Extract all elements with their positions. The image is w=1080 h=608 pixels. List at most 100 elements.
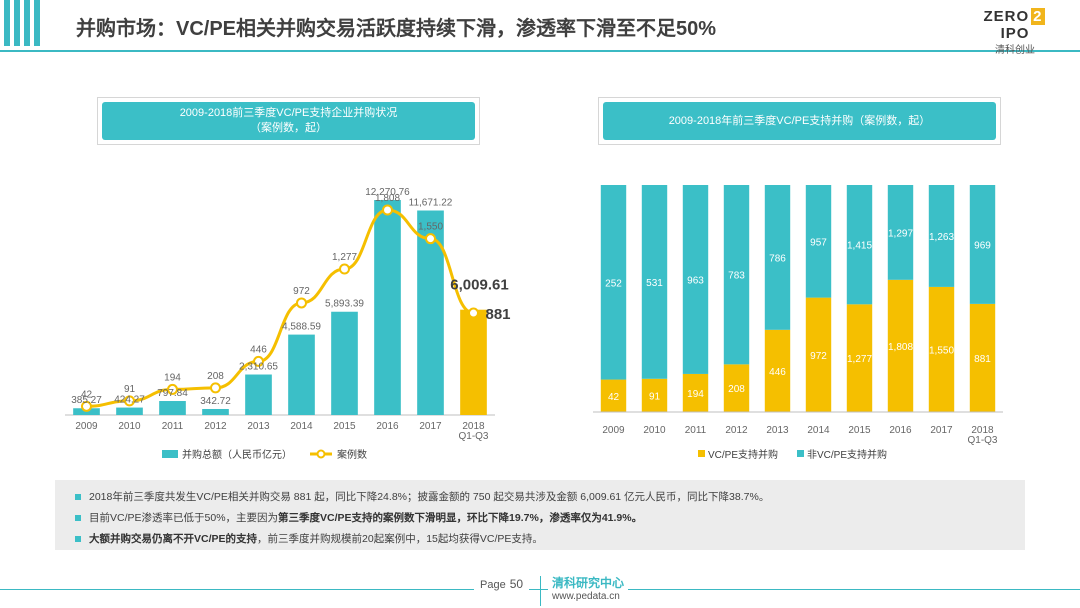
left-bar bbox=[331, 311, 358, 415]
org-url: www.pedata.cn bbox=[552, 591, 620, 602]
right-bar-non-vcpe bbox=[928, 185, 955, 287]
left-tick-label: 2012 bbox=[204, 421, 227, 432]
right-tick-label: 2013 bbox=[766, 425, 789, 436]
logo-text-left: ZERO bbox=[983, 8, 1030, 25]
left-bar-label: 6,009.61 bbox=[450, 277, 508, 294]
left-line-point bbox=[124, 395, 135, 407]
left-line-label: 972 bbox=[293, 286, 310, 297]
left-bar-label: 797.84 bbox=[157, 388, 188, 399]
right-bar-non-vcpe-label: 531 bbox=[646, 278, 663, 289]
left-legend-bar-swatch bbox=[162, 450, 178, 458]
right-bar-non-vcpe bbox=[846, 185, 873, 305]
right-bar-non-vcpe-label: 969 bbox=[974, 240, 991, 251]
left-bar bbox=[460, 309, 487, 415]
left-line-point bbox=[253, 355, 264, 367]
header-accent-bars bbox=[0, 0, 46, 46]
left-line-label: 194 bbox=[164, 372, 181, 383]
left-tick-label: 2017 bbox=[419, 421, 442, 432]
left-line-label: 1,277 bbox=[332, 252, 357, 263]
right-bar-vcpe-label: 972 bbox=[810, 351, 827, 362]
left-tick-label: 2010 bbox=[118, 421, 141, 432]
left-bar bbox=[288, 334, 315, 415]
right-bar-vcpe-label: 1,550 bbox=[929, 345, 954, 356]
right-bar-non-vcpe-label: 786 bbox=[769, 253, 786, 264]
right-bar-vcpe bbox=[600, 379, 627, 412]
left-tick-label: 2009 bbox=[75, 421, 98, 432]
left-count-line bbox=[86, 208, 474, 408]
right-tick-label: 2017 bbox=[930, 425, 953, 436]
left-bar-label: 12,270.76 bbox=[365, 187, 410, 198]
left-bar-label: 424.27 bbox=[114, 395, 145, 406]
right-bar-non-vcpe bbox=[764, 185, 791, 330]
page-indicator: Page 50 bbox=[474, 577, 530, 591]
left-line-point bbox=[382, 204, 393, 216]
right-bar-non-vcpe-label: 1,263 bbox=[929, 232, 954, 243]
right-bar-non-vcpe bbox=[887, 185, 914, 280]
right-bar-vcpe bbox=[764, 329, 791, 412]
right-legend-non-vcpe-swatch bbox=[797, 450, 804, 457]
right-bar-non-vcpe-label: 1,297 bbox=[888, 228, 913, 239]
logo-text-right: IPO bbox=[1000, 25, 1030, 42]
left-line-point bbox=[468, 307, 479, 319]
left-chart-title: 2009-2018前三季度VC/PE支持企业并购状况 bbox=[179, 107, 398, 119]
left-line-label: 91 bbox=[124, 384, 136, 395]
left-line-point bbox=[339, 263, 350, 275]
right-bar-vcpe-label: 446 bbox=[769, 367, 786, 378]
right-chart-title-box: 2009-2018年前三季度VC/PE支持并购（案例数，起） bbox=[598, 97, 1001, 145]
left-tick-label: 2018 bbox=[462, 421, 485, 432]
left-tick-label: 2011 bbox=[162, 421, 184, 432]
right-tick-label: 2010 bbox=[643, 425, 666, 436]
right-bar-non-vcpe bbox=[723, 185, 750, 365]
right-bar-vcpe bbox=[887, 279, 914, 412]
notes-panel: 2018年前三季度共发生VC/PE相关并购交易 881 起，同比下降24.8%；… bbox=[55, 480, 1025, 550]
right-bar-vcpe-label: 91 bbox=[649, 391, 661, 402]
right-bar-vcpe-label: 1,808 bbox=[888, 342, 913, 353]
right-bar-non-vcpe bbox=[682, 185, 709, 374]
left-tick-label: 2014 bbox=[290, 421, 313, 432]
left-chart-subtitle: （案例数，起） bbox=[250, 122, 327, 134]
right-legend-non-vcpe-label: 非VC/PE支持并购 bbox=[807, 448, 887, 461]
logo-text-mid: 2 bbox=[1031, 8, 1045, 25]
left-tick-label: 2016 bbox=[376, 421, 399, 432]
footer-org: 清科研究中心 www.pedata.cn bbox=[548, 576, 629, 604]
right-bar-non-vcpe-label: 1,415 bbox=[847, 241, 872, 252]
left-bar bbox=[245, 374, 272, 415]
right-tick-label: 2012 bbox=[725, 425, 748, 436]
footer-separator bbox=[540, 576, 541, 606]
note-item: 大额并购交易仍离不开VC/PE的支持，前三季度并购规模前20起案例中，15起均获… bbox=[75, 529, 1005, 550]
note-item: 2018年前三季度共发生VC/PE相关并购交易 881 起，同比下降24.8%；… bbox=[75, 487, 1005, 508]
right-bar-vcpe bbox=[846, 304, 873, 412]
left-chart-title-box: 2009-2018前三季度VC/PE支持企业并购状况 （案例数，起） bbox=[97, 97, 480, 145]
right-tick-label: 2016 bbox=[889, 425, 912, 436]
left-legend-line-label: 案例数 bbox=[337, 448, 367, 461]
left-legend-line-marker bbox=[316, 449, 326, 459]
page-label: Page bbox=[480, 579, 506, 591]
right-bar-vcpe-label: 208 bbox=[728, 384, 745, 395]
right-bar-vcpe bbox=[641, 378, 668, 412]
right-bar-non-vcpe bbox=[600, 185, 627, 380]
right-tick-label: 2015 bbox=[848, 425, 871, 436]
right-bar-vcpe-label: 42 bbox=[608, 392, 620, 403]
left-tick-label: 2013 bbox=[247, 421, 270, 432]
right-bar-vcpe-label: 194 bbox=[687, 389, 704, 400]
left-line-point bbox=[296, 297, 307, 309]
left-line-point bbox=[210, 382, 221, 394]
left-bar-label: 2,310.65 bbox=[239, 362, 278, 373]
right-tick-label: Q1-Q3 bbox=[967, 435, 997, 446]
left-line-label: 208 bbox=[207, 371, 224, 382]
right-legend-vcpe-swatch bbox=[698, 450, 705, 457]
left-line-point bbox=[425, 233, 436, 245]
right-tick-label: 2009 bbox=[602, 425, 625, 436]
right-chart-title: 2009-2018年前三季度VC/PE支持并购（案例数，起） bbox=[668, 114, 931, 127]
right-tick-label: 2018 bbox=[971, 425, 994, 436]
left-tick-label: 2015 bbox=[333, 421, 356, 432]
right-bar-vcpe bbox=[928, 286, 955, 412]
left-line-label: 1,808 bbox=[375, 193, 400, 204]
left-tick-label: Q1-Q3 bbox=[458, 431, 488, 442]
page-title: 并购市场：VC/PE相关并购交易活跃度持续下滑，渗透率下滑至不足50% bbox=[76, 18, 717, 40]
left-line-label: 42 bbox=[81, 389, 93, 400]
right-legend-vcpe-label: VC/PE支持并购 bbox=[708, 448, 778, 461]
right-tick-label: 2011 bbox=[685, 425, 707, 436]
page-number: 50 bbox=[509, 577, 524, 591]
